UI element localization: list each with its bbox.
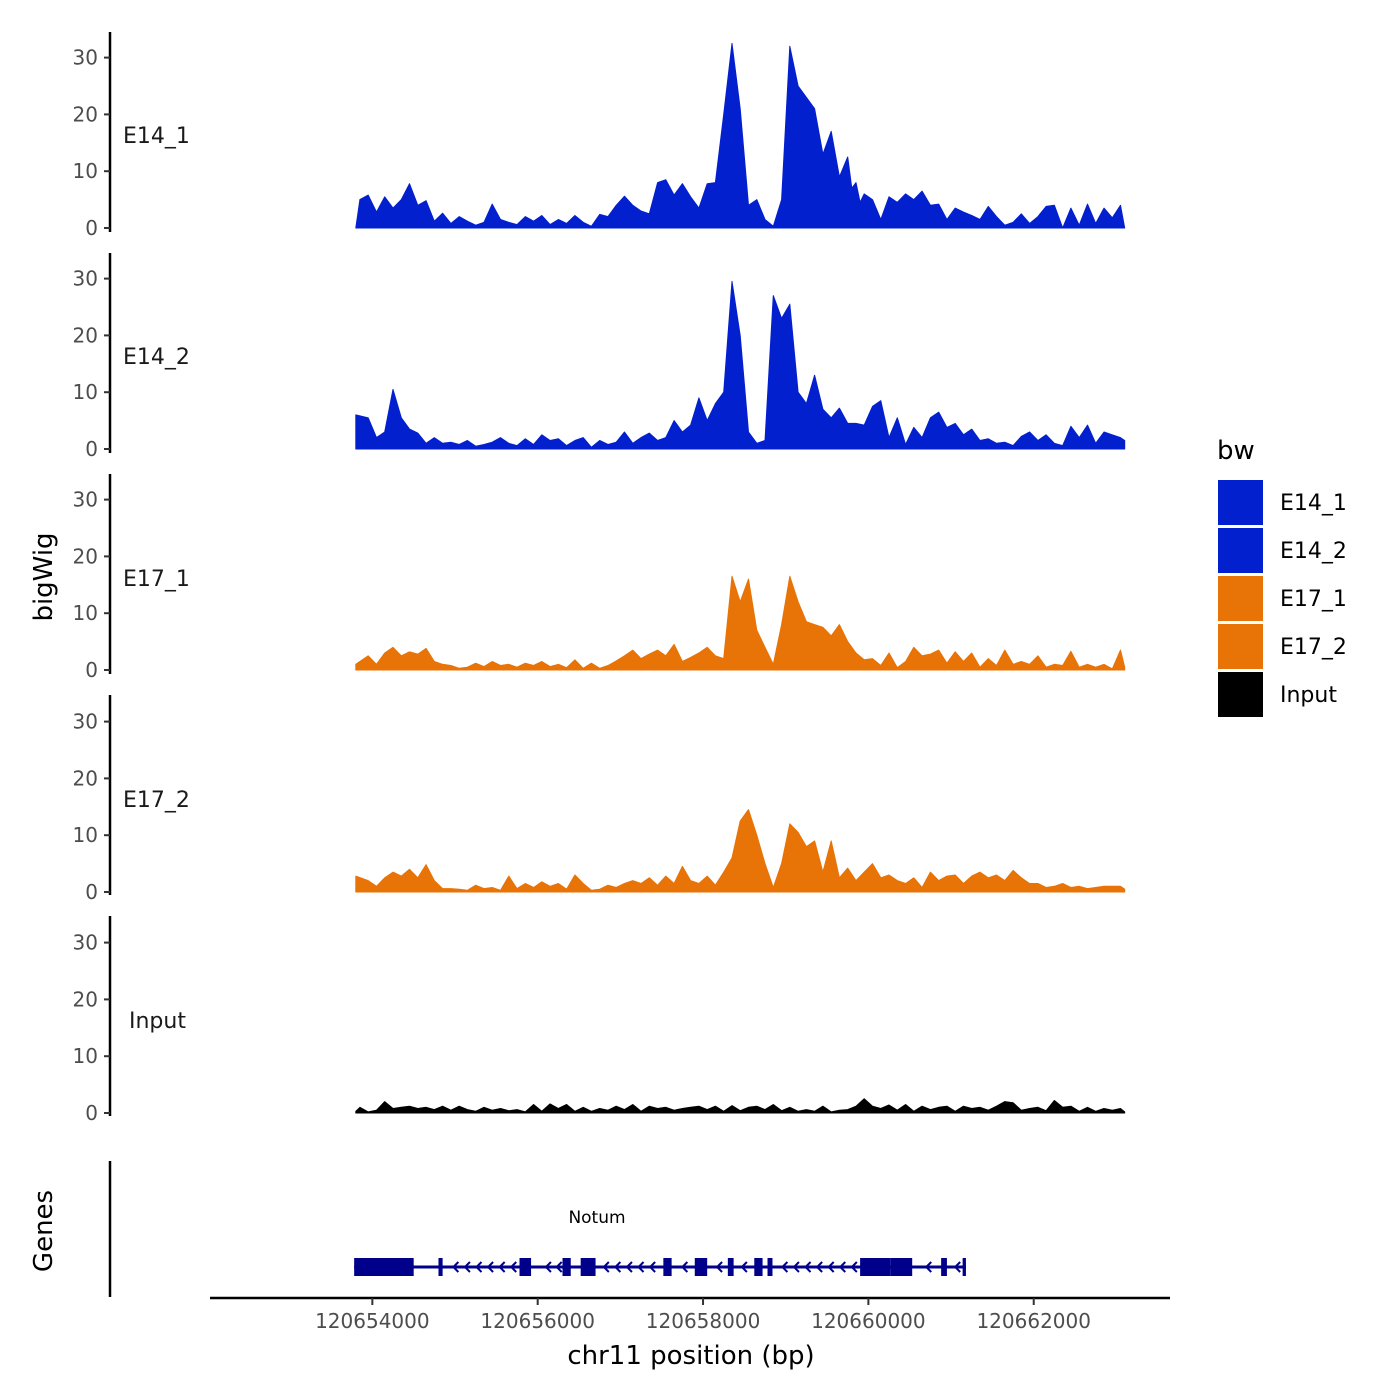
gene-exon <box>767 1258 773 1276</box>
x-tick-label: 120656000 <box>480 1309 595 1333</box>
gene-exon <box>562 1258 571 1276</box>
y-tick-label: 30 <box>73 267 98 291</box>
gene-strand-arrow <box>780 1261 789 1273</box>
y-tick-label: 10 <box>73 380 98 404</box>
y-tick-label: 0 <box>85 1101 98 1125</box>
y-tick-label: 30 <box>73 488 98 512</box>
gene-strand-arrow <box>509 1261 517 1273</box>
track-label: E17_2 <box>123 788 190 813</box>
legend-swatch-e14-1 <box>1218 480 1263 525</box>
track-panel-e17-2: E17_2 0 10 20 30 <box>73 695 1126 904</box>
signal-area-e17-2 <box>355 809 1126 893</box>
gene-exon <box>962 1258 966 1276</box>
y-tick-label: 20 <box>73 323 98 347</box>
x-tick-label: 120654000 <box>315 1309 430 1333</box>
track-panel-input: Input 0 10 20 30 <box>73 916 1126 1125</box>
legend-label: E14_1 <box>1280 491 1347 516</box>
gene-strand-arrow <box>498 1261 506 1273</box>
gene-strand-arrow <box>850 1261 858 1273</box>
x-tick-label: 120662000 <box>976 1309 1091 1333</box>
signal-area-e14-2 <box>355 280 1126 450</box>
gene-strand-arrow <box>625 1261 633 1273</box>
gene-strand-arrow <box>451 1261 460 1273</box>
legend-label: E17_2 <box>1280 635 1347 660</box>
signal-area-e17-1 <box>355 575 1126 671</box>
gene-label: Notum <box>568 1208 625 1228</box>
gene-exon <box>754 1258 763 1276</box>
legend-swatch-e17-1 <box>1218 576 1263 621</box>
y-tick-label: 20 <box>73 766 98 790</box>
y-tick-label: 20 <box>73 102 98 126</box>
gene-track-title: Genes <box>29 1190 59 1272</box>
gene-strand-arrow <box>953 1261 961 1273</box>
legend-label: E17_1 <box>1280 587 1347 612</box>
gene-exon <box>890 1258 913 1276</box>
gene-strand-arrow <box>486 1261 494 1273</box>
legend-title: bw <box>1217 436 1255 466</box>
gene-strand-arrow <box>544 1261 552 1273</box>
track-label: E17_1 <box>123 567 190 592</box>
legend: bw E14_1 E14_2 E17_1 E17_2 Input <box>1217 436 1347 717</box>
gene-strand-arrow <box>602 1261 610 1273</box>
y-tick-label: 0 <box>85 216 98 240</box>
legend-swatch-e17-2 <box>1218 624 1263 669</box>
x-tick-label: 120660000 <box>811 1309 926 1333</box>
gene-strand-arrow <box>815 1261 823 1273</box>
gene-exon <box>354 1258 414 1276</box>
track-panel-e17-1: E17_1 0 10 20 30 <box>73 474 1126 682</box>
y-tick-label: 10 <box>73 601 98 625</box>
gene-strand-arrow <box>715 1261 723 1273</box>
y-tick-label: 0 <box>85 437 98 461</box>
y-axis-title: bigWig <box>29 532 59 621</box>
gene-strand-arrow <box>475 1261 483 1273</box>
gene-exon <box>727 1258 734 1276</box>
gene-strand-arrow <box>637 1261 645 1273</box>
y-tick-label: 10 <box>73 823 98 847</box>
y-tick-label: 0 <box>85 880 98 904</box>
track-label: Input <box>129 1009 186 1034</box>
gene-exon <box>941 1258 947 1276</box>
x-axis: 120654000 120656000 120658000 120660000 1206… <box>210 1296 1170 1333</box>
y-tick-label: 30 <box>73 46 98 70</box>
y-tick-label: 30 <box>73 931 98 955</box>
gene-exon <box>860 1258 891 1276</box>
x-tick-label: 120658000 <box>646 1309 761 1333</box>
gene-strand-arrow <box>555 1261 563 1273</box>
track-panel-e14-1: E14_1 0 10 20 30 <box>73 32 1126 240</box>
gene-exon <box>694 1258 708 1276</box>
gene-exon <box>580 1258 596 1276</box>
gene-strand-arrow <box>463 1261 471 1273</box>
gene-strand-arrow <box>613 1261 622 1273</box>
legend-label: E14_2 <box>1280 539 1347 564</box>
gene-exon <box>663 1258 672 1276</box>
track-label: E14_2 <box>123 345 190 370</box>
gene-strand-arrow <box>924 1261 932 1273</box>
y-tick-label: 20 <box>73 544 98 568</box>
signal-area-e14-1 <box>355 42 1126 229</box>
y-tick-label: 0 <box>85 658 98 682</box>
legend-swatch-e14-2 <box>1218 528 1263 573</box>
signal-area-input <box>355 1098 1126 1114</box>
gene-strand-arrow <box>680 1261 689 1273</box>
track-panel-e14-2: E14_2 0 10 20 30 <box>73 253 1126 461</box>
y-tick-label: 10 <box>73 159 98 183</box>
gene-exon <box>438 1258 443 1276</box>
y-tick-label: 30 <box>73 710 98 734</box>
gene-strand-arrow <box>804 1261 812 1273</box>
gene-track: Notum <box>108 1161 966 1297</box>
gene-exon <box>519 1258 532 1276</box>
gene-strand-arrow <box>827 1261 835 1273</box>
track-label: E14_1 <box>123 124 190 149</box>
gene-strand-arrow <box>740 1261 748 1273</box>
gene-strand-arrow <box>838 1261 846 1273</box>
gene-strand-arrow <box>792 1261 800 1273</box>
legend-swatch-input <box>1218 672 1263 717</box>
gene-strand-arrow <box>648 1261 656 1273</box>
y-tick-label: 20 <box>73 987 98 1011</box>
x-axis-title: chr11 position (bp) <box>567 1341 814 1371</box>
legend-label: Input <box>1280 683 1337 708</box>
y-tick-label: 10 <box>73 1044 98 1068</box>
